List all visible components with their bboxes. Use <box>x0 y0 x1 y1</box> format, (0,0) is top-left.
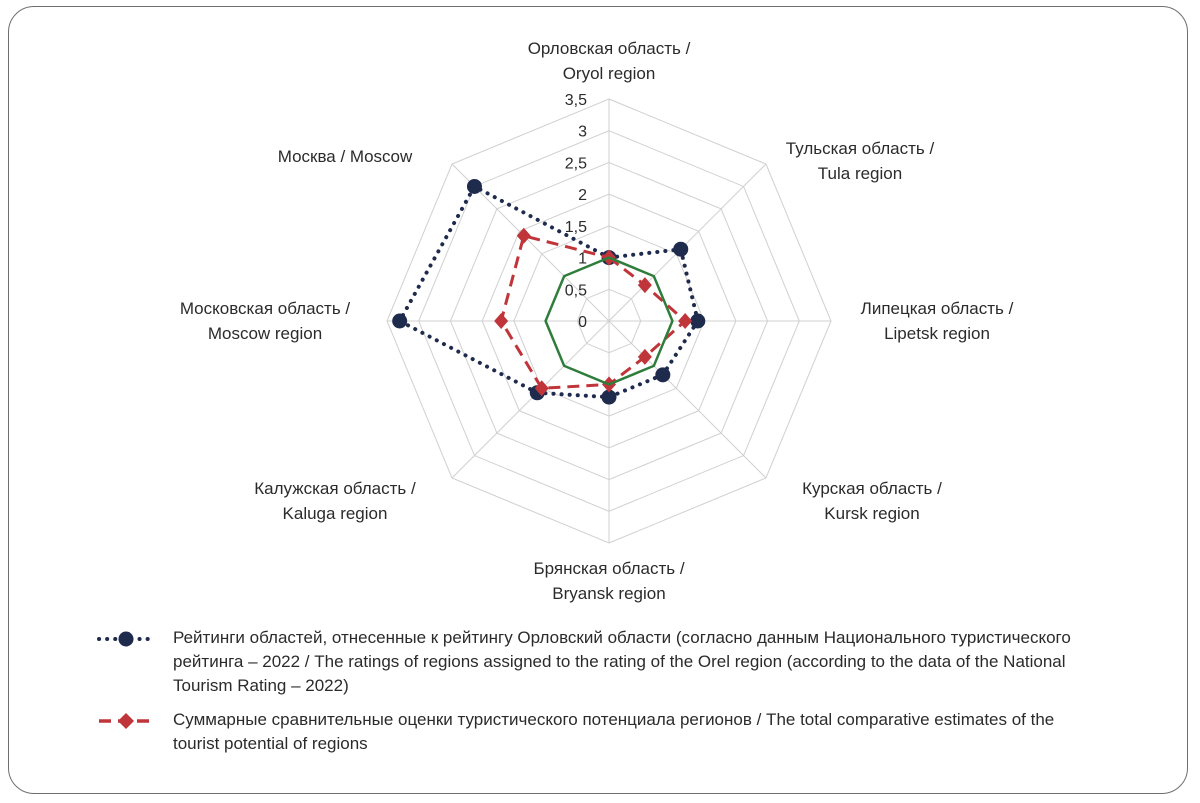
legend-swatch-dashed-diamond <box>99 713 153 729</box>
axis-label: Московская область / <box>180 299 351 318</box>
axis-label: Курская область / <box>802 479 942 498</box>
axis-label: Липецкая область / <box>861 299 1014 318</box>
axis-label: Oryol region <box>563 64 656 83</box>
tick-label: 3,5 <box>565 92 587 109</box>
chart-frame <box>8 6 1188 794</box>
data-point-circle <box>655 367 671 383</box>
legend-text-ratings: Рейтинги областей, отнесенные к рейтингу… <box>173 628 1071 695</box>
axis-label: Moscow region <box>208 324 322 343</box>
tick-label: 3 <box>578 124 587 141</box>
axis-label: Tula region <box>818 164 902 183</box>
data-point-diamond <box>516 227 531 244</box>
tick-label: 2 <box>578 187 587 204</box>
tick-label: 0,5 <box>565 282 587 299</box>
tick-label: 1 <box>578 251 587 268</box>
data-point-circle <box>673 241 689 257</box>
radar-grid <box>386 98 832 544</box>
data-point-diamond <box>637 348 652 365</box>
data-point-diamond <box>534 380 549 397</box>
series-line-2 <box>544 256 674 386</box>
legend: Рейтинги областей, отнесенные к рейтингу… <box>95 626 1095 766</box>
axis-label: Lipetsk region <box>884 324 990 343</box>
legend-item-ratings: Рейтинги областей, отнесенные к рейтингу… <box>95 626 1095 698</box>
axis-label: Брянская область / <box>533 559 684 578</box>
data-point-diamond <box>637 277 652 294</box>
data-point-circle <box>392 313 408 329</box>
data-point-diamond <box>494 313 509 329</box>
legend-text-estimates: Суммарные сравнительные оценки туристиче… <box>173 710 1055 753</box>
radial-tick-labels: 0 0,5 1 1,5 2 2,5 3 3,5 <box>565 92 587 331</box>
data-point-circle <box>601 389 617 405</box>
data-point-diamond <box>678 313 693 329</box>
axis-label: Bryansk region <box>552 584 665 603</box>
axis-spoke <box>608 163 767 322</box>
radar-series <box>392 178 706 405</box>
axis-label: Тульская область / <box>786 139 935 158</box>
axis-label: Kursk region <box>824 504 919 523</box>
series-line-1 <box>499 233 688 390</box>
legend-swatch-dotted-circle <box>97 631 155 647</box>
legend-item-estimates: Суммарные сравнительные оценки туристиче… <box>95 708 1095 756</box>
tick-label: 0 <box>578 314 587 331</box>
axis-label: Kaluga region <box>283 504 388 523</box>
data-point-circle <box>466 178 482 194</box>
axis-label: Орловская область / <box>528 39 691 58</box>
axis-labels: Орловская область / Oryol region Тульская … <box>180 39 1014 603</box>
axis-label: Калужская область / <box>254 479 416 498</box>
tick-label: 2,5 <box>565 155 587 172</box>
axis-label: Москва / Moscow <box>278 147 413 166</box>
axis-spoke <box>608 320 767 479</box>
radar-chart: 0 0,5 1 1,5 2 2,5 3 3,5 Орловская область / Oryo… <box>180 39 1014 603</box>
axis-spoke <box>451 320 610 479</box>
data-point-circle <box>690 313 706 329</box>
tick-label: 1,5 <box>565 219 587 236</box>
